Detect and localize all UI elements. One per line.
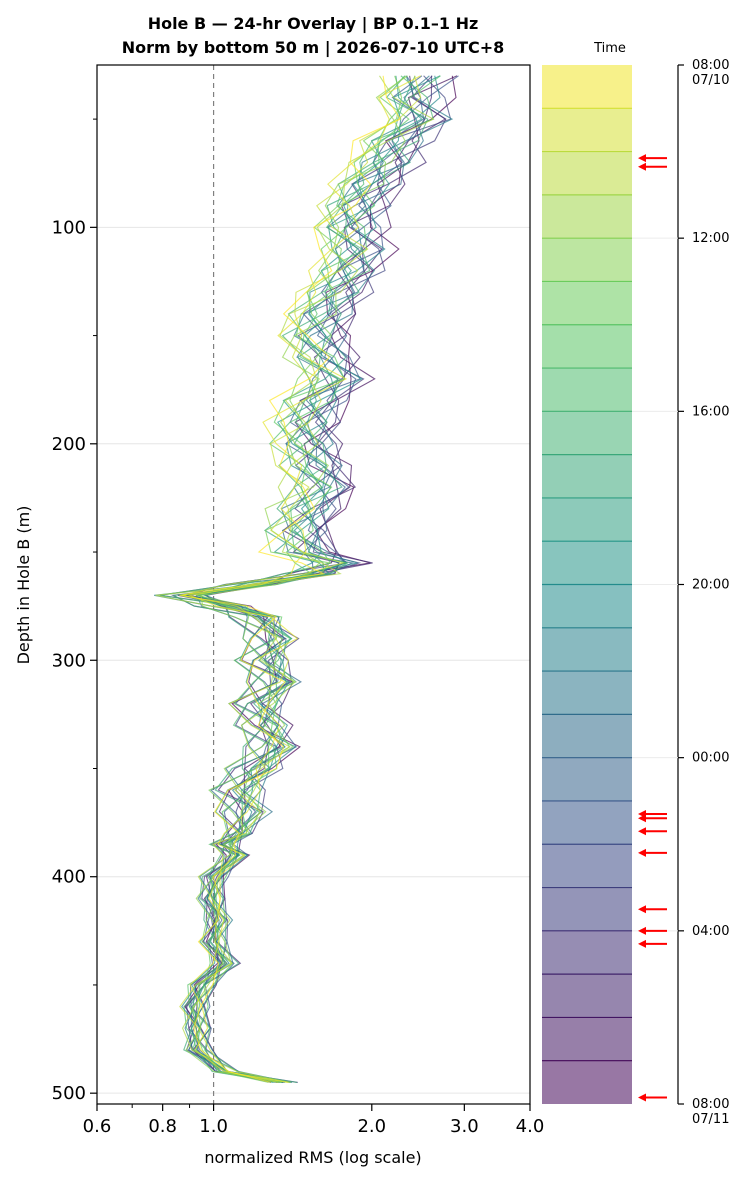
y-axis: 100 200 300 400 500	[52, 118, 97, 1104]
event-arrow-head	[638, 848, 646, 857]
colorbar-band	[542, 108, 632, 152]
profile-curve	[155, 75, 435, 1083]
colorbar-band	[542, 671, 632, 715]
colorbar-axis: 08:00 07/10 12:00 16:00 20:00 00:00 04:00 08:00…	[632, 58, 729, 1127]
colorbar-band	[542, 1060, 632, 1104]
colorbar	[542, 65, 632, 1104]
profile-curve	[192, 75, 403, 1083]
y-tick-label: 400	[52, 867, 86, 888]
y-tick-label: 300	[52, 650, 86, 671]
gridlines	[97, 226, 530, 1094]
colorbar-label: Time	[593, 41, 626, 56]
profile-curve	[159, 75, 434, 1083]
colorbar-band	[542, 151, 632, 195]
event-arrow-head	[638, 827, 646, 836]
colorbar-band	[542, 887, 632, 931]
profile-curve	[187, 75, 430, 1083]
colorbar-band	[542, 800, 632, 845]
colorbar-tick-label: 12:00	[692, 231, 729, 246]
colorbar-band	[542, 281, 632, 325]
profile-curve	[159, 75, 452, 1083]
x-tick-label: 1.0	[199, 1116, 228, 1137]
colorbar-band	[542, 974, 632, 1018]
profile-curve	[179, 75, 402, 1083]
colorbar-band	[542, 238, 632, 282]
profile-curve	[189, 75, 425, 1083]
y-tick-label: 500	[52, 1083, 86, 1104]
colorbar-band	[542, 757, 632, 801]
colorbar-band	[542, 454, 632, 498]
y-axis-label: Depth in Hole B (m)	[14, 506, 33, 665]
event-arrow-head	[638, 162, 646, 171]
x-tick-label: 0.6	[83, 1116, 112, 1137]
x-axis-label: normalized RMS (log scale)	[204, 1148, 421, 1167]
colorbar-band	[542, 930, 632, 975]
colorbar-band	[542, 584, 632, 628]
colorbar-band	[542, 497, 632, 542]
event-arrow-head	[638, 939, 646, 948]
profile-curve	[192, 75, 458, 1083]
event-arrow-head	[638, 926, 646, 935]
profile-curve	[189, 75, 459, 1083]
colorbar-tick-label: 08:00 07/11	[692, 1097, 729, 1127]
event-arrow-head	[638, 1093, 646, 1102]
profile-curve	[179, 75, 422, 1083]
x-tick-label: 3.0	[450, 1116, 479, 1137]
colorbar-band	[542, 714, 632, 758]
colorbar-tick-label: 08:00 07/10	[692, 58, 729, 88]
colorbar-band	[542, 324, 632, 369]
y-tick-label: 100	[52, 217, 86, 238]
colorbar-band	[542, 65, 632, 109]
colorbar-band	[542, 844, 632, 888]
plot-frame	[96, 64, 531, 1105]
colorbar-band	[542, 627, 632, 672]
colorbar-band	[542, 1017, 632, 1061]
profile-curve	[187, 75, 421, 1083]
event-arrow-head	[638, 905, 646, 914]
x-tick-label: 2.0	[357, 1116, 386, 1137]
colorbar-band	[542, 368, 632, 412]
colorbar-band	[542, 194, 632, 239]
colorbar-band	[542, 541, 632, 585]
colorbar-band	[542, 411, 632, 455]
colorbar-tick-label: 00:00	[692, 751, 729, 766]
chart-title: Hole B — 24-hr Overlay | BP 0.1–1 Hz	[148, 14, 479, 34]
x-tick-label: 4.0	[516, 1116, 545, 1137]
x-axis: 0.6 0.8 1.0 2.0 3.0 4.0	[83, 1104, 545, 1137]
colorbar-tick-label: 04:00	[692, 924, 729, 939]
event-arrows	[638, 154, 667, 1102]
x-tick-label: 0.8	[148, 1116, 177, 1137]
event-arrow-head	[638, 814, 646, 823]
y-tick-label: 200	[52, 434, 86, 455]
event-arrow-head	[638, 154, 646, 163]
colorbar-tick-label: 20:00	[692, 578, 729, 593]
chart-subtitle: Norm by bottom 50 m | 2026-07-10 UTC+8	[122, 38, 505, 58]
colorbar-tick-label: 16:00	[692, 404, 729, 419]
profile-curves	[153, 75, 459, 1083]
